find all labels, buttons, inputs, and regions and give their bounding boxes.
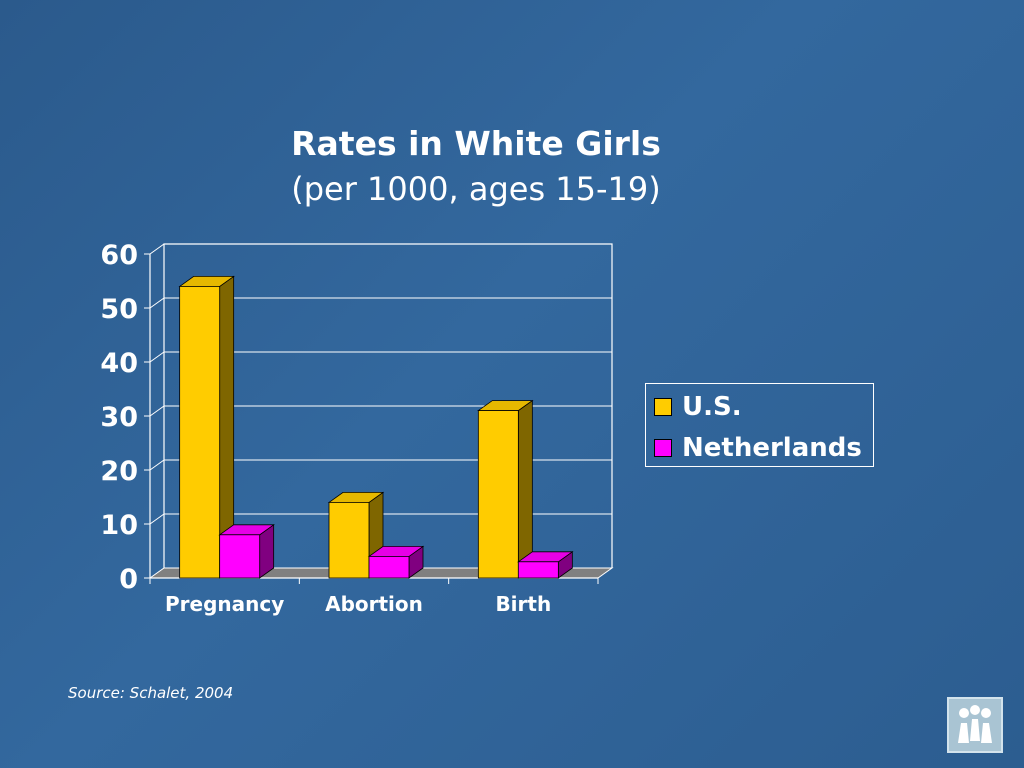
bar-netherlands-abortion bbox=[368, 556, 410, 579]
y-tick-label: 0 bbox=[119, 564, 138, 595]
bar-us-abortion bbox=[328, 501, 370, 579]
y-tick-label: 50 bbox=[100, 294, 138, 325]
legend-label-us: U.S. bbox=[682, 392, 742, 422]
legend-swatch-netherlands bbox=[654, 439, 672, 457]
y-tick-label: 10 bbox=[100, 510, 138, 541]
chart-legend: U.S. Netherlands bbox=[645, 383, 874, 467]
chart-title: Rates in White Girls bbox=[291, 124, 661, 163]
gridline-depth bbox=[149, 351, 165, 363]
gridline-depth bbox=[149, 297, 165, 309]
chart-subtitle: (per 1000, ages 15-19) bbox=[291, 170, 661, 208]
y-tick-label: 30 bbox=[100, 402, 138, 433]
y-tick-label: 20 bbox=[100, 456, 138, 487]
legend-swatch-us bbox=[654, 398, 672, 416]
y-tick-label: 40 bbox=[100, 348, 138, 379]
bar-side-us-birth bbox=[517, 399, 533, 579]
gridline-depth bbox=[149, 513, 165, 525]
bar-netherlands-pregnancy bbox=[219, 534, 261, 579]
source-citation: Source: Schalet, 2004 bbox=[68, 684, 234, 702]
gridline-depth bbox=[149, 459, 165, 471]
bar-us-pregnancy bbox=[179, 285, 221, 579]
legend-item-us: U.S. bbox=[654, 392, 742, 422]
x-category-label: Pregnancy bbox=[165, 592, 284, 616]
people-group-logo-icon bbox=[947, 697, 1003, 753]
gridline-depth bbox=[149, 405, 165, 417]
y-tick-label: 60 bbox=[100, 240, 138, 271]
bar-us-birth bbox=[477, 410, 519, 579]
legend-label-netherlands: Netherlands bbox=[682, 433, 862, 463]
gridline-depth bbox=[149, 243, 165, 255]
x-category-label: Birth bbox=[495, 592, 551, 616]
x-category-label: Abortion bbox=[325, 592, 423, 616]
legend-item-netherlands: Netherlands bbox=[654, 433, 862, 463]
bar-netherlands-birth bbox=[517, 561, 559, 579]
